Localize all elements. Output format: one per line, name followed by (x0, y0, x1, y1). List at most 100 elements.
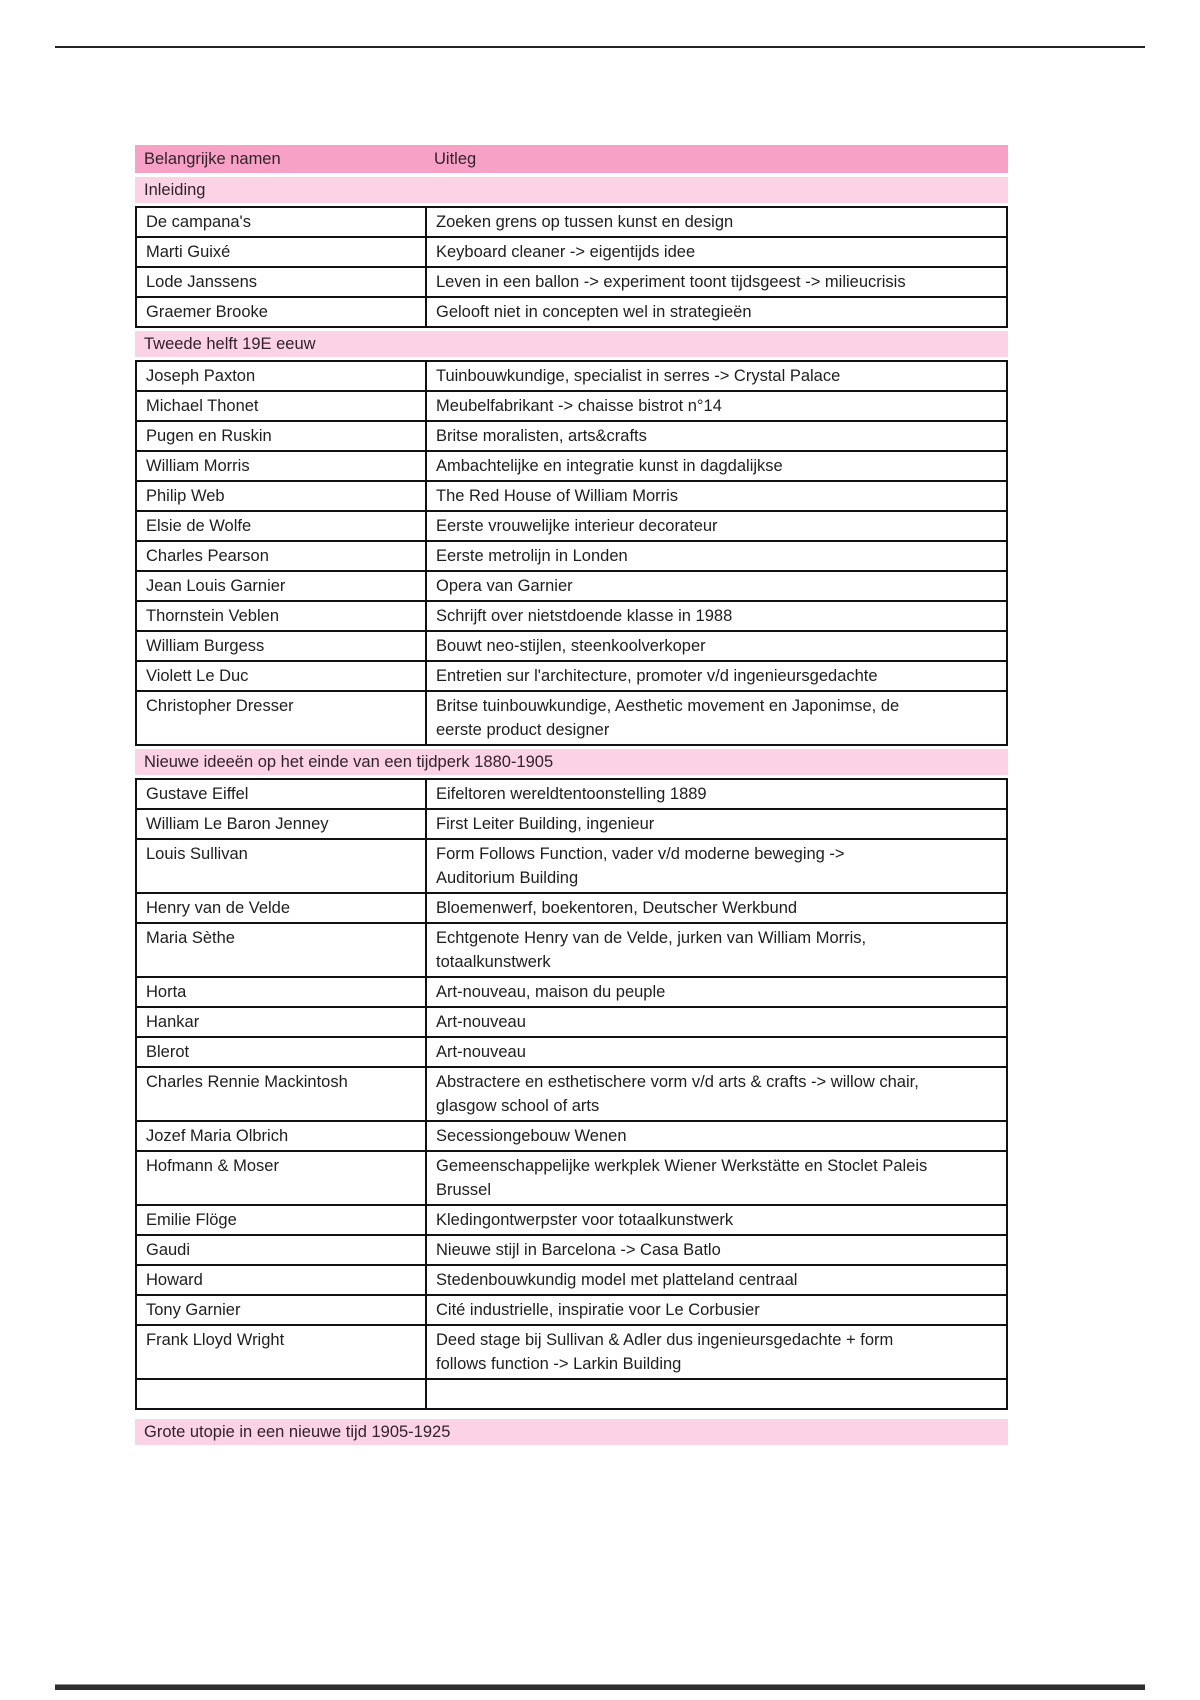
name-cell: Thornstein Veblen (137, 602, 427, 630)
name-cell: Pugen en Ruskin (137, 422, 427, 450)
section-row-block: De campana's Zoeken grens op tussen kunst… (135, 206, 1008, 328)
name-cell: Elsie de Wolfe (137, 512, 427, 540)
uitleg-cell: Eerste vrouwelijke interieur decorateur (436, 517, 718, 535)
table-row: Marti Guixé Keyboard cleaner -> eigentijd… (137, 238, 1006, 268)
section-header: Tweede helft 19E eeuw (135, 331, 1008, 357)
table-row: Hankar Art-nouveau (137, 1008, 1006, 1038)
uitleg-cell: Britse moralisten, arts&crafts (436, 427, 647, 445)
name-cell (137, 1380, 427, 1408)
section-header: Inleiding (135, 177, 1008, 203)
table-row: Henry van de Velde Bloemenwerf, boekentor… (137, 894, 1006, 924)
name-cell: Hankar (137, 1008, 427, 1036)
table-row: Pugen en Ruskin Britse moralisten, arts&c… (137, 422, 1006, 452)
page-bottom-rule (55, 1684, 1145, 1690)
uitleg-cell: Leven in een ballon -> experiment toont … (436, 273, 906, 291)
name-cell: Blerot (137, 1038, 427, 1066)
uitleg-cell: Gelooft niet in concepten wel in strateg… (436, 303, 752, 321)
table-row: Tony Garnier Cité industrielle, inspirati… (137, 1296, 1006, 1326)
name-cell: Michael Thonet (137, 392, 427, 420)
name-cell: Emilie Flöge (137, 1206, 427, 1234)
table-row: Gustave Eiffel Eifeltoren wereldtentoonst… (137, 780, 1006, 810)
name-cell: Henry van de Velde (137, 894, 427, 922)
name-cell: William Morris (137, 452, 427, 480)
uitleg-cell: Gemeenschappelijke werkplek Wiener Werks… (436, 1157, 928, 1199)
table-row: Thornstein Veblen Schrijft over nietstdoe… (137, 602, 1006, 632)
notes-table: Belangrijke namen Uitleg Inleiding De cam… (135, 145, 1008, 1448)
name-cell: William Burgess (137, 632, 427, 660)
page-top-rule (55, 46, 1145, 48)
table-row: Blerot Art-nouveau (137, 1038, 1006, 1068)
uitleg-cell: Britse tuinbouwkundige, Aesthetic moveme… (436, 697, 900, 739)
column-header-belangrijke-namen: Belangrijke namen (144, 150, 281, 168)
uitleg-cell: The Red House of William Morris (436, 487, 679, 505)
uitleg-cell: Bouwt neo-stijlen, steenkoolverkoper (436, 637, 706, 655)
uitleg-cell: Art-nouveau (436, 1043, 526, 1061)
table-row: Jean Louis Garnier Opera van Garnier (137, 572, 1006, 602)
name-cell: Gaudi (137, 1236, 427, 1264)
uitleg-cell: Art-nouveau, maison du peuple (436, 983, 666, 1001)
name-cell: Maria Sèthe (137, 924, 427, 976)
table-row: Elsie de Wolfe Eerste vrouwelijke interie… (137, 512, 1006, 542)
table-row: Howard Stedenbouwkundig model met plattel… (137, 1266, 1006, 1296)
name-cell: Philip Web (137, 482, 427, 510)
uitleg-cell: Cité industrielle, inspiratie voor Le Co… (436, 1301, 760, 1319)
table-row: Jozef Maria Olbrich Secessiongebouw Wenen (137, 1122, 1006, 1152)
uitleg-cell: Form Follows Function, vader v/d moderne… (436, 845, 845, 887)
table-row (137, 1380, 1006, 1408)
table-row: Graemer Brooke Gelooft niet in concepten … (137, 298, 1006, 326)
uitleg-cell: Tuinbouwkundige, specialist in serres ->… (436, 367, 841, 385)
section-header: Nieuwe ideeën op het einde van een tijdp… (135, 749, 1008, 775)
uitleg-cell: Secessiongebouw Wenen (436, 1127, 627, 1145)
table-row: Christopher Dresser Britse tuinbouwkundig… (137, 692, 1006, 744)
table-row: Charles Rennie Mackintosh Abstractere en … (137, 1068, 1006, 1122)
uitleg-cell: Deed stage bij Sullivan & Adler dus inge… (436, 1331, 894, 1373)
section-row-block: Gustave Eiffel Eifeltoren wereldtentoonst… (135, 778, 1008, 1410)
name-cell: Louis Sullivan (137, 840, 427, 892)
section-header: Grote utopie in een nieuwe tijd 1905-192… (135, 1419, 1008, 1445)
uitleg-cell: Echtgenote Henry van de Velde, jurken va… (436, 929, 867, 971)
table-row: Gaudi Nieuwe stijl in Barcelona -> Casa B… (137, 1236, 1006, 1266)
table-header-row: Belangrijke namen Uitleg (135, 145, 1008, 173)
name-cell: Frank Lloyd Wright (137, 1326, 427, 1378)
name-cell: Jozef Maria Olbrich (137, 1122, 427, 1150)
table-row: Philip Web The Red House of William Morri… (137, 482, 1006, 512)
uitleg-cell: Abstractere en esthetischere vorm v/d ar… (436, 1073, 919, 1115)
uitleg-cell: Art-nouveau (436, 1013, 526, 1031)
uitleg-cell: Stedenbouwkundig model met platteland ce… (436, 1271, 798, 1289)
table-row: Maria Sèthe Echtgenote Henry van de Velde… (137, 924, 1006, 978)
table-row: Violett Le Duc Entretien sur l'architectu… (137, 662, 1006, 692)
uitleg-cell: Meubelfabrikant -> chaisse bistrot n°14 (436, 397, 722, 415)
uitleg-cell (427, 1380, 1006, 1408)
table-row: Michael Thonet Meubelfabrikant -> chaisse… (137, 392, 1006, 422)
table-row: Louis Sullivan Form Follows Function, vad… (137, 840, 1006, 894)
table-row: William Burgess Bouwt neo-stijlen, steenk… (137, 632, 1006, 662)
table-row: Charles Pearson Eerste metrolijn in Londe… (137, 542, 1006, 572)
table-row: William Le Baron Jenney First Leiter Buil… (137, 810, 1006, 840)
uitleg-cell: Entretien sur l'architecture, promoter v… (436, 667, 878, 685)
uitleg-cell: Keyboard cleaner -> eigentijds idee (436, 243, 696, 261)
uitleg-cell: Zoeken grens op tussen kunst en design (436, 213, 734, 231)
name-cell: Charles Pearson (137, 542, 427, 570)
name-cell: Gustave Eiffel (137, 780, 427, 808)
section-row-block: Joseph Paxton Tuinbouwkundige, specialist… (135, 360, 1008, 746)
table-row: Frank Lloyd Wright Deed stage bij Sulliva… (137, 1326, 1006, 1380)
name-cell: Horta (137, 978, 427, 1006)
uitleg-cell: Ambachtelijke en integratie kunst in dag… (436, 457, 783, 475)
uitleg-cell: Schrijft over nietstdoende klasse in 198… (436, 607, 733, 625)
name-cell: Lode Janssens (137, 268, 427, 296)
table-row: Emilie Flöge Kledingontwerpster voor tota… (137, 1206, 1006, 1236)
name-cell: Hofmann & Moser (137, 1152, 427, 1204)
table-row: De campana's Zoeken grens op tussen kunst… (137, 208, 1006, 238)
table-row: Hofmann & Moser Gemeenschappelijke werkpl… (137, 1152, 1006, 1206)
name-cell: Marti Guixé (137, 238, 427, 266)
table-row: William Morris Ambachtelijke en integrati… (137, 452, 1006, 482)
table-row: Horta Art-nouveau, maison du peuple (137, 978, 1006, 1008)
table-row: Lode Janssens Leven in een ballon -> expe… (137, 268, 1006, 298)
name-cell: Graemer Brooke (137, 298, 427, 326)
name-cell: De campana's (137, 208, 427, 236)
name-cell: Charles Rennie Mackintosh (137, 1068, 427, 1120)
name-cell: Jean Louis Garnier (137, 572, 427, 600)
uitleg-cell: First Leiter Building, ingenieur (436, 815, 655, 833)
uitleg-cell: Kledingontwerpster voor totaalkunstwerk (436, 1211, 734, 1229)
